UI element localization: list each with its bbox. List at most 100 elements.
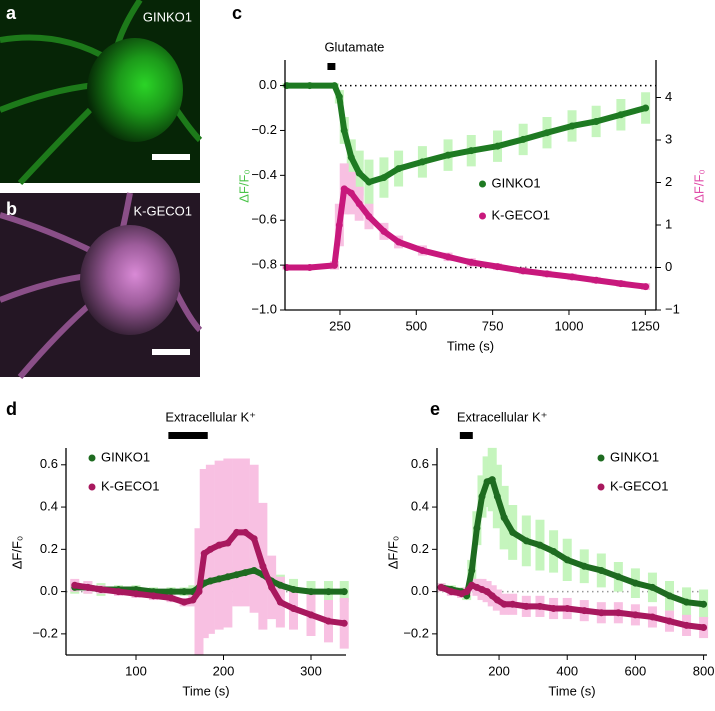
data-point [543, 129, 551, 137]
data-point [268, 583, 276, 591]
panel-letter: d [6, 399, 17, 419]
data-point [519, 267, 527, 275]
data-point [444, 151, 452, 159]
data-point [259, 562, 267, 570]
image-label: GINKO1 [143, 9, 192, 24]
data-point [563, 556, 571, 564]
data-point [463, 588, 471, 596]
x-tick-label: 600 [625, 663, 647, 678]
y2-axis-label: ΔF/F₀ [691, 169, 706, 203]
data-point [488, 476, 496, 484]
y-tick-label: 0.6 [411, 456, 429, 471]
data-point [180, 588, 188, 596]
legend-marker [88, 454, 96, 462]
data-point [631, 611, 639, 619]
y-tick-label: −0.2 [403, 625, 429, 640]
data-point [683, 598, 691, 606]
x-tick-label: 1000 [555, 318, 584, 333]
data-point [224, 539, 232, 547]
data-point [307, 611, 315, 619]
x-axis-label: Time (s) [182, 683, 229, 698]
data-point [335, 221, 343, 229]
data-point [478, 492, 486, 500]
y-tick-label: −0.4 [251, 167, 277, 182]
panel-letter: e [430, 399, 440, 419]
data-point [700, 624, 708, 632]
y-tick-label: 0.0 [259, 77, 277, 92]
panel-letter: b [6, 199, 17, 219]
data-point [494, 142, 502, 150]
data-point [614, 573, 622, 581]
data-point [276, 581, 284, 589]
data-point [536, 602, 544, 610]
data-point [355, 169, 363, 177]
data-point [483, 588, 491, 596]
panel-letter: c [232, 3, 242, 23]
legend-label: GINKO1 [492, 175, 541, 190]
data-point [150, 592, 157, 600]
data-point [536, 541, 544, 549]
y2-tick-label: 2 [665, 174, 672, 189]
data-point [206, 545, 214, 553]
y2-tick-label: 1 [665, 216, 672, 231]
data-point [592, 117, 600, 125]
data-point [215, 541, 223, 549]
data-point [365, 178, 373, 186]
x-axis-label: Time (s) [447, 338, 494, 353]
data-point [631, 579, 639, 587]
data-point [132, 590, 140, 598]
data-point [395, 165, 403, 173]
legend-marker [597, 483, 605, 491]
data-point [355, 200, 363, 208]
data-point [666, 617, 673, 625]
data-point [167, 594, 175, 602]
data-point [84, 583, 92, 591]
x-tick-label: 300 [300, 663, 322, 678]
data-point [700, 600, 708, 608]
data-point [437, 583, 445, 591]
y-tick-label: −0.8 [251, 257, 277, 272]
data-point [215, 575, 223, 583]
data-point [290, 605, 297, 613]
legend-label: GINKO1 [101, 449, 150, 464]
x-tick-label: 200 [213, 663, 235, 678]
legend-marker [479, 180, 486, 188]
y-tick-label: 0.0 [411, 583, 429, 598]
data-point [330, 261, 338, 269]
data-point [597, 609, 605, 617]
x-tick-label: 1250 [631, 318, 660, 333]
series-line [283, 82, 649, 186]
data-point [592, 276, 600, 284]
data-point [617, 111, 625, 119]
data-point [614, 609, 622, 617]
data-point [418, 158, 426, 166]
y-tick-label: −1.0 [251, 301, 277, 316]
data-point [195, 588, 203, 596]
data-point [666, 592, 673, 600]
data-point [340, 185, 348, 193]
data-point [206, 577, 214, 585]
data-point [330, 82, 338, 90]
data-point [250, 566, 258, 574]
data-point [241, 528, 249, 536]
data-point [550, 605, 558, 613]
stimulus-bar [459, 432, 473, 439]
data-point [522, 602, 530, 610]
data-point [250, 535, 258, 543]
x-tick-label: 750 [482, 318, 504, 333]
data-point [467, 258, 475, 266]
y-tick-label: −0.2 [251, 122, 277, 137]
data-point [306, 82, 314, 90]
data-point [325, 588, 332, 596]
data-point [597, 566, 605, 574]
data-point [580, 562, 588, 570]
data-point [473, 524, 481, 532]
legend-marker [597, 454, 605, 462]
data-point [115, 588, 122, 596]
legend-label: K-GECO1 [492, 207, 551, 222]
data-point [167, 588, 175, 596]
y2-tick-label: 3 [665, 131, 672, 146]
data-point [500, 514, 508, 522]
y-tick-label: 0.2 [411, 541, 429, 556]
data-point [365, 212, 373, 220]
